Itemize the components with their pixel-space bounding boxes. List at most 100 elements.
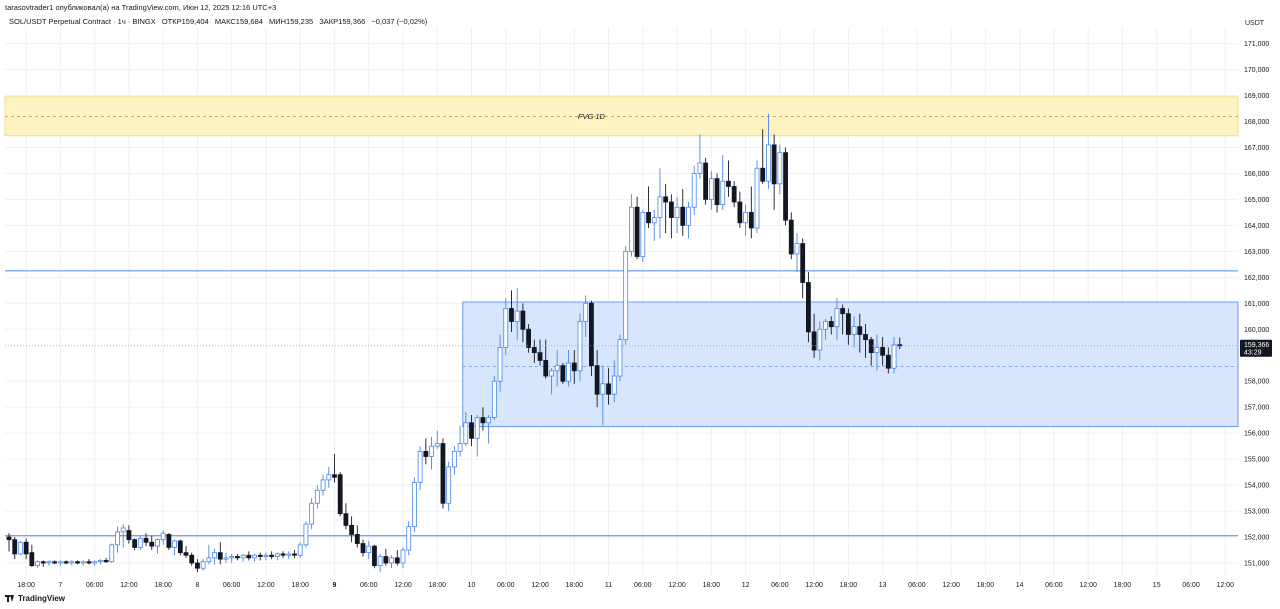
candle-body — [554, 365, 560, 372]
candle-body — [606, 383, 611, 395]
y-tick-label: 157,000 — [1244, 405, 1269, 412]
candle-body — [229, 556, 235, 559]
candle-body — [469, 422, 474, 439]
x-tick-label: 12:00 — [394, 582, 412, 589]
zone-box[interactable] — [4, 96, 1239, 137]
candle-body — [69, 561, 75, 564]
candle-body — [531, 347, 537, 354]
candle-body — [126, 530, 132, 541]
candle-body — [309, 502, 315, 525]
candle-body — [372, 545, 377, 567]
candle-body — [600, 383, 606, 395]
candle-body — [46, 561, 52, 564]
candle-body — [520, 310, 526, 330]
candle-body — [891, 344, 897, 369]
candle-body — [771, 144, 777, 185]
candle-body — [286, 553, 292, 556]
x-tick-label: 06:00 — [1045, 582, 1063, 589]
candle-body — [389, 557, 394, 564]
candle-body — [377, 556, 383, 567]
candle-body — [303, 523, 309, 546]
x-tick-label: 06:00 — [360, 582, 378, 589]
candle-body — [155, 539, 160, 547]
x-tick-label: 12:00 — [120, 582, 138, 589]
legend-symbol[interactable]: SOL/USDT Perpetual Contract · 1ч · BINGX — [9, 17, 156, 26]
candle-body — [834, 308, 840, 328]
candle-body — [206, 557, 212, 563]
candle-body — [783, 152, 788, 221]
last-price-tag — [1240, 339, 1272, 357]
candle-body — [560, 365, 566, 382]
candle-body — [583, 302, 589, 322]
x-tick-label: 18:00 — [840, 582, 858, 589]
candle-body — [651, 217, 657, 224]
candle-body — [18, 541, 23, 555]
x-tick-label: 06:00 — [1182, 582, 1200, 589]
footer-brand: TradingView — [18, 594, 65, 603]
candle-body — [434, 443, 440, 447]
candle-body — [806, 282, 811, 333]
candle-body — [857, 326, 863, 335]
candle-body — [708, 178, 714, 200]
candle-body — [851, 326, 857, 335]
zone-label: FVG 1D — [578, 112, 606, 121]
candle-body — [354, 534, 360, 544]
candle-body — [417, 450, 423, 483]
tradingview-logo[interactable]: TradingView — [5, 594, 65, 603]
candle-body — [486, 417, 492, 424]
candle-body — [646, 211, 651, 224]
candle-body — [143, 537, 149, 543]
bar-countdown: 43:29 — [1244, 350, 1262, 357]
x-tick-label: 18:00 — [291, 582, 309, 589]
candle-body — [474, 417, 480, 439]
candle-body — [29, 552, 35, 567]
y-tick-label: 156,000 — [1244, 431, 1269, 438]
candle-body — [697, 162, 703, 174]
x-tick-label: 06:00 — [497, 582, 515, 589]
y-tick-label: 171,000 — [1244, 41, 1269, 48]
candle-body — [497, 347, 503, 382]
y-tick-label: 170,000 — [1244, 67, 1269, 74]
candle-body — [35, 561, 40, 567]
candle-body — [463, 422, 469, 444]
candle-body — [754, 167, 760, 229]
time-axis[interactable]: 18:00 7 06:00 12:00 18:00 8 06:00 12:00 18:00 9 06… — [17, 582, 1234, 589]
candle-body — [800, 243, 806, 283]
candle-body — [429, 445, 434, 457]
candle-body — [406, 526, 412, 551]
candle-body — [703, 162, 709, 200]
candle-body — [503, 308, 509, 348]
candle-body — [349, 524, 355, 535]
y-tick-label: 158,000 — [1244, 379, 1269, 386]
candle-body — [400, 549, 406, 564]
candle-body — [840, 308, 846, 315]
y-tick-label: 162,000 — [1244, 275, 1269, 282]
x-tick-label: 18:00 — [17, 582, 35, 589]
price-zones: FVG 1D — [4, 96, 1239, 428]
candle-body — [451, 450, 457, 468]
price-axis[interactable]: USDT 171,000 170,000 169,000 168,000 167,000 1… — [1244, 20, 1269, 568]
candle-body — [526, 328, 532, 348]
x-tick-label: 06:00 — [86, 582, 104, 589]
candle-body — [80, 561, 86, 564]
candle-body — [748, 211, 754, 229]
x-tick-label: 06:00 — [634, 582, 652, 589]
tradingview-logo-icon — [5, 595, 15, 602]
candle-body — [440, 443, 446, 504]
candle-body — [223, 557, 229, 560]
candle-body — [212, 552, 217, 559]
y-tick-label: 152,000 — [1244, 535, 1269, 542]
x-tick-label: 06:00 — [771, 582, 789, 589]
candle-body — [788, 219, 794, 255]
candle-body — [40, 561, 46, 564]
candle-body — [189, 554, 195, 564]
y-tick-label: 161,000 — [1244, 301, 1269, 308]
x-tick-label: 12:00 — [668, 582, 686, 589]
candle-body — [314, 489, 320, 504]
candle-body — [6, 536, 12, 541]
candle-body — [269, 554, 275, 557]
candle-body — [868, 339, 874, 354]
y-tick-label: 167,000 — [1244, 145, 1269, 152]
